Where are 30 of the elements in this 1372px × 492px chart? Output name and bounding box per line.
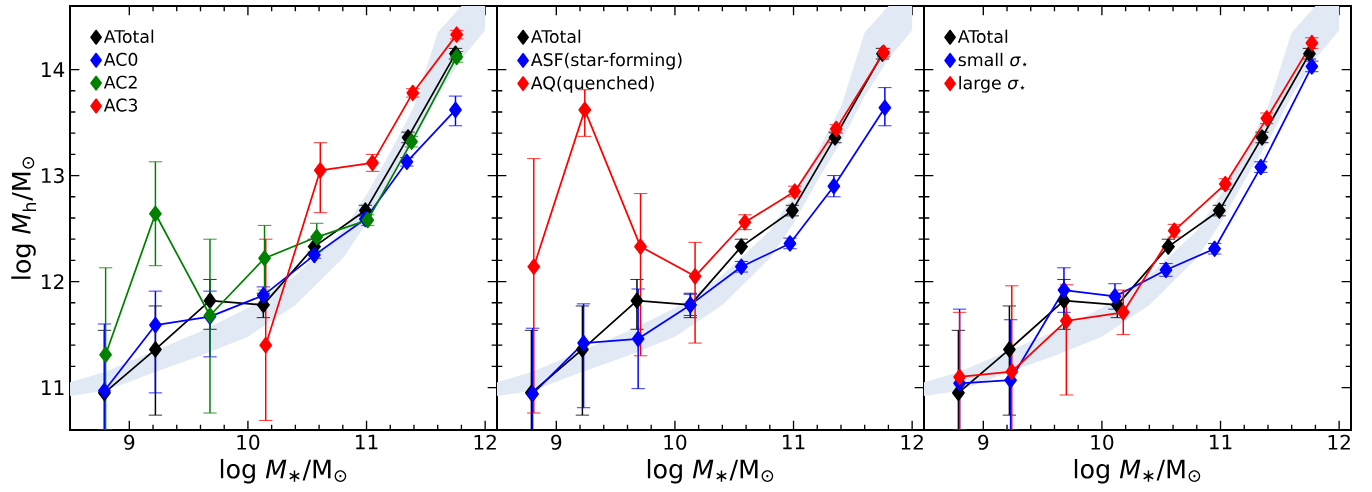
x-axis-title: log M$_{∗}$/M$_{⊙}$ — [647, 458, 774, 484]
x-tick-label: 11 — [783, 434, 805, 450]
x-tick-label: 11 — [1209, 434, 1232, 450]
legend-label: AQ(quenched) — [530, 75, 654, 93]
x-tick-label: 12 — [474, 434, 496, 450]
x-tick-label: 9 — [551, 434, 562, 450]
legend-label: small σ$_{⋆}$ — [958, 52, 1027, 67]
legend-label: ATotal — [957, 29, 1008, 44]
y-tick-label: 14 — [42, 62, 65, 77]
x-tick-label: 10 — [237, 434, 260, 450]
legend-label: AC2 — [103, 75, 137, 89]
y-tick-label: 11 — [42, 380, 64, 395]
x-axis-title: log M$_{∗}$/M$_{⊙}$ — [220, 458, 347, 484]
x-tick-label: 11 — [356, 434, 378, 450]
x-tick-label: 10 — [1091, 434, 1114, 450]
legend-label: large σ$_{⋆}$ — [959, 75, 1025, 93]
y-axis-title: log M$_{h}$/M$_{⊙}$ — [11, 157, 37, 279]
y-tick-label: 12 — [42, 274, 64, 290]
x-tick-label: 9 — [978, 434, 989, 450]
x-axis-title: log M$_{∗}$/M$_{⊙}$ — [1074, 458, 1201, 484]
x-tick-label: 12 — [1328, 434, 1350, 450]
x-tick-label: 12 — [901, 434, 923, 450]
y-tick-label: 13 — [42, 168, 64, 184]
x-tick-label: 9 — [124, 434, 135, 450]
legend-label: ASF(star-forming) — [530, 52, 682, 70]
legend-label: AC3 — [103, 98, 138, 112]
legend-label: ATotal — [103, 29, 154, 44]
legend-label: AC0 — [103, 52, 138, 66]
x-tick-label: 10 — [664, 434, 687, 450]
legend-label: ATotal — [530, 29, 581, 44]
